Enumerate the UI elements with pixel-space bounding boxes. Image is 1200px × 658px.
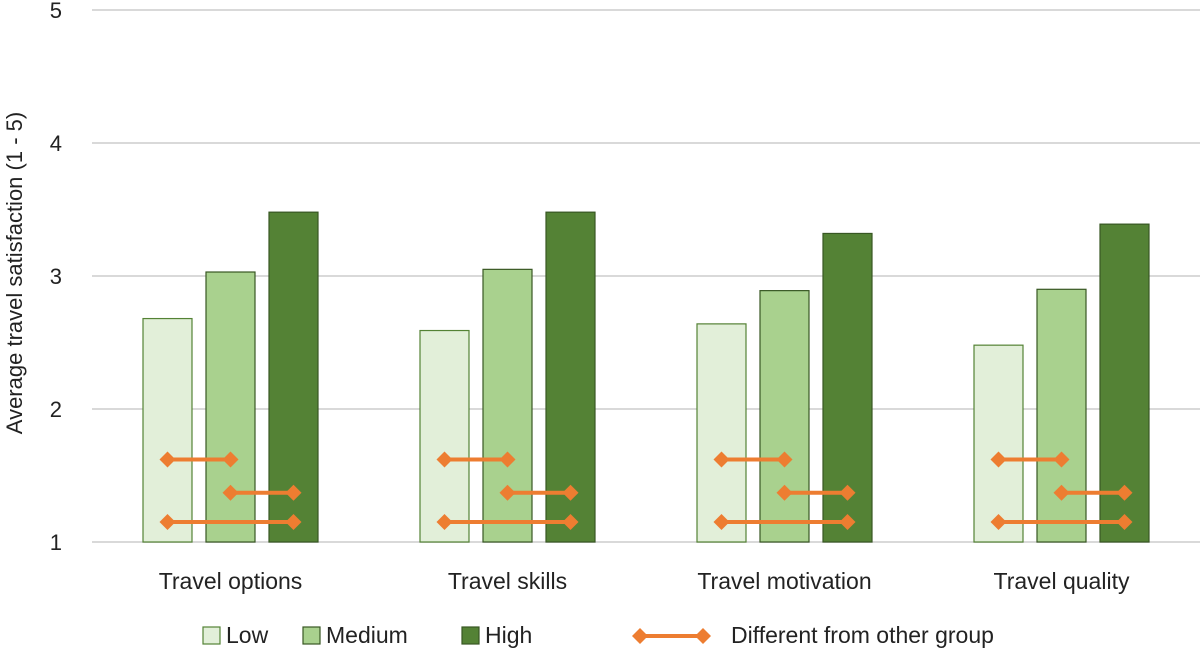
y-tick-labels: 1 2 3 4 5 — [50, 0, 62, 555]
diff-travel-motivation-low-high-start — [713, 514, 730, 531]
legend: Low Medium High Different from other group — [202, 622, 994, 648]
y-tick-1: 1 — [50, 530, 62, 555]
diff-travel-motivation-low-high-end — [839, 514, 856, 531]
diff-travel-motivation-low-medium-end — [776, 451, 793, 468]
diff-travel-motivation-medium-high-end — [839, 484, 856, 501]
y-axis-label: Average travel satisfaction (1 - 5) — [2, 112, 27, 434]
diff-travel-quality-low-medium-end — [1053, 451, 1070, 468]
bar-travel-skills-low — [419, 329, 470, 543]
bar-travel-skills-medium — [482, 268, 533, 543]
difference-markers — [159, 451, 1133, 531]
legend-swatch-difference-end — [695, 628, 711, 644]
legend-swatch-difference-start — [632, 628, 648, 644]
bar-travel-motivation-medium — [759, 290, 810, 543]
y-tick-3: 3 — [50, 264, 62, 289]
legend-swatch-low — [202, 626, 221, 645]
diff-travel-quality-medium-high-end — [1116, 484, 1133, 501]
y-tick-5: 5 — [50, 0, 62, 23]
diff-travel-skills-low-high-start — [436, 514, 453, 531]
x-tick-travel-skills: Travel skills — [448, 568, 567, 594]
diff-travel-skills-medium-high-end — [562, 484, 579, 501]
bar-travel-motivation-low — [696, 323, 747, 543]
diff-travel-quality-low-high-start — [990, 514, 1007, 531]
legend-label-high: High — [485, 622, 532, 648]
diff-travel-options-low-medium-end — [222, 451, 239, 468]
diff-travel-motivation-low-medium-start — [713, 451, 730, 468]
legend-label-difference: Different from other group — [731, 622, 994, 648]
x-tick-travel-motivation: Travel motivation — [697, 568, 871, 594]
diff-travel-options-low-high-start — [159, 514, 176, 531]
diff-travel-options-low-medium-start — [159, 451, 176, 468]
x-tick-travel-options: Travel options — [159, 568, 303, 594]
gridlines — [92, 9, 1200, 543]
diff-travel-motivation-medium-high-start — [776, 484, 793, 501]
legend-swatch-medium — [302, 626, 321, 645]
diff-travel-quality-low-medium-start — [990, 451, 1007, 468]
legend-label-medium: Medium — [326, 622, 408, 648]
legend-swatch-high — [461, 626, 480, 645]
diff-travel-options-low-high-end — [285, 514, 302, 531]
x-tick-travel-quality: Travel quality — [994, 568, 1130, 594]
diff-travel-skills-low-medium-start — [436, 451, 453, 468]
diff-travel-quality-medium-high-start — [1053, 484, 1070, 501]
y-tick-2: 2 — [50, 397, 62, 422]
x-tick-labels: Travel options Travel skills Travel motiva… — [159, 568, 1130, 594]
bar-travel-options-low — [142, 317, 193, 543]
bar-travel-options-medium — [205, 271, 256, 543]
diff-travel-quality-low-high-end — [1116, 514, 1133, 531]
diff-travel-options-medium-high-end — [285, 484, 302, 501]
diff-travel-options-medium-high-start — [222, 484, 239, 501]
diff-travel-skills-low-high-end — [562, 514, 579, 531]
y-tick-4: 4 — [50, 131, 62, 156]
bar-travel-quality-low — [973, 344, 1024, 543]
diff-travel-skills-medium-high-start — [499, 484, 516, 501]
bar-travel-quality-medium — [1036, 288, 1087, 543]
diff-travel-skills-low-medium-end — [499, 451, 516, 468]
legend-label-low: Low — [226, 622, 269, 648]
